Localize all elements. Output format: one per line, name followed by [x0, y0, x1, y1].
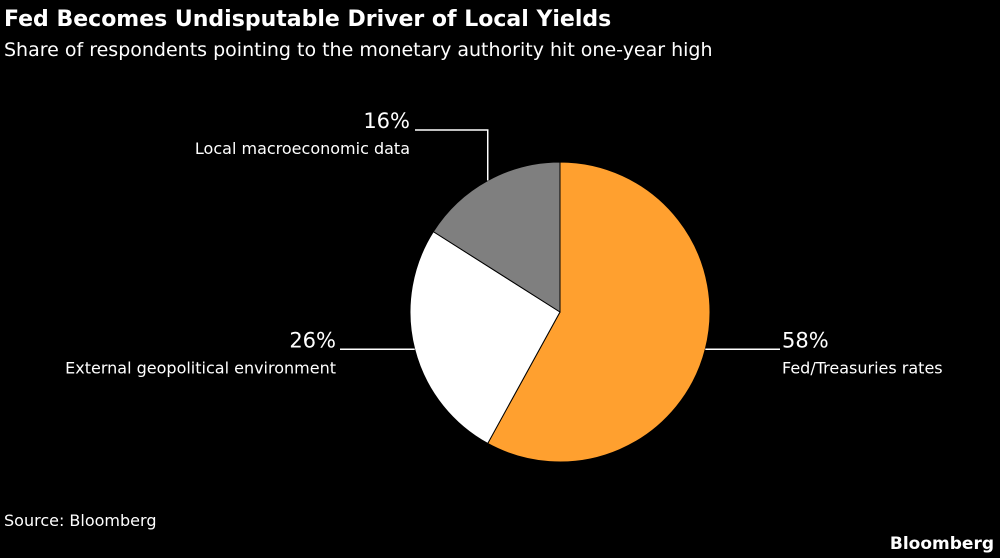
source: Source: Bloomberg — [4, 511, 156, 530]
brand: Bloomberg — [890, 534, 994, 554]
category-label: Local macroeconomic data — [195, 139, 410, 158]
category-label: External geopolitical environment — [65, 358, 336, 377]
chart-title: Fed Becomes Undisputable Driver of Local… — [4, 7, 611, 32]
chart-subtitle: Share of respondents pointing to the mon… — [4, 39, 713, 61]
value-label: 16% — [363, 109, 410, 133]
pie-slice — [432, 161, 561, 313]
value-label: 26% — [289, 328, 336, 352]
value-label: 58% — [782, 328, 829, 352]
category-label: Fed/Treasuries rates — [782, 358, 943, 377]
pie-slice — [409, 230, 561, 445]
leader-line — [415, 129, 489, 181]
